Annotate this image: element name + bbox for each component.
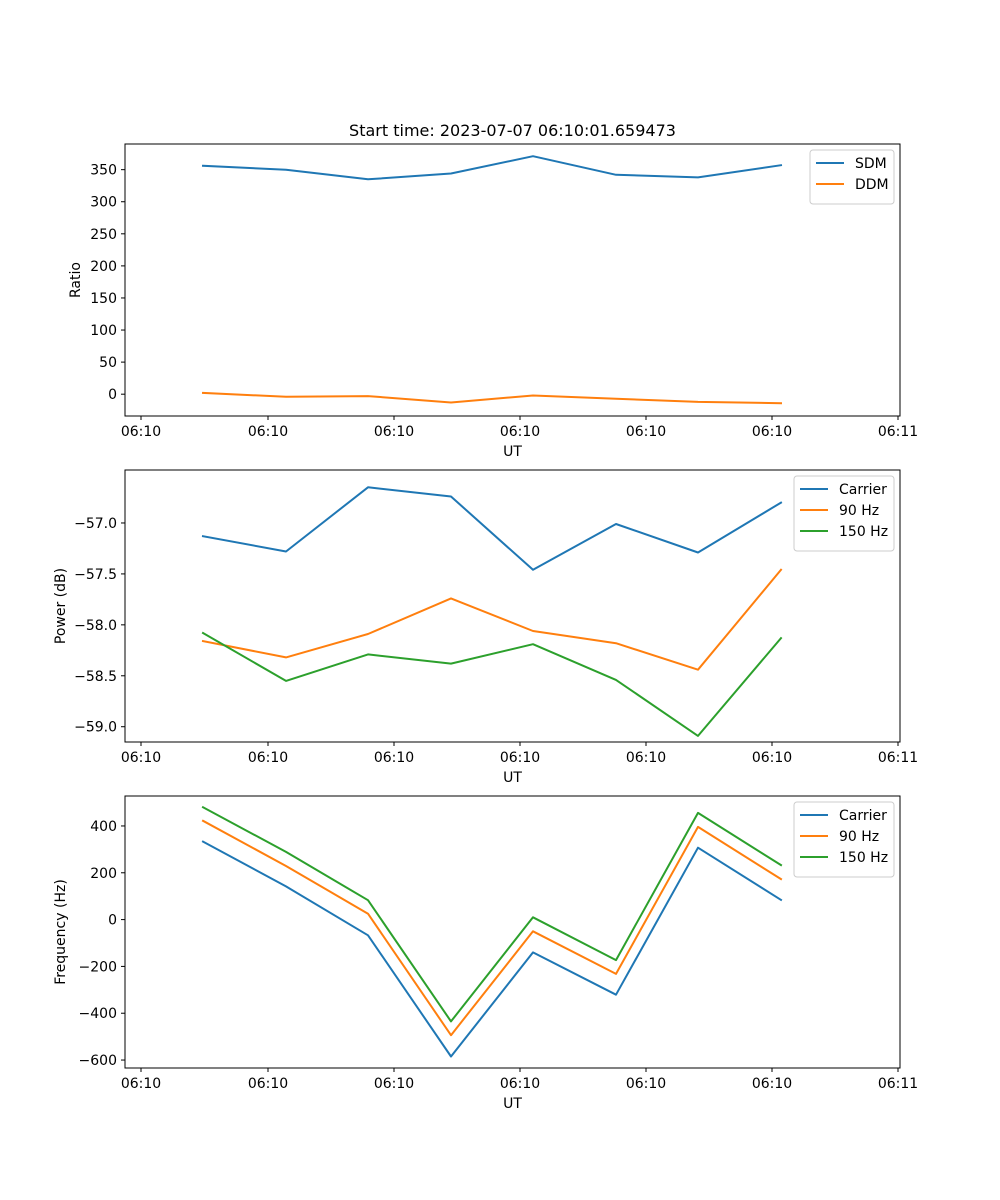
y-tick-label: −200	[79, 959, 117, 975]
y-tick-label: −400	[79, 1006, 117, 1022]
series-line-150-hz	[201, 805, 783, 1023]
series-line-150-hz	[201, 631, 783, 737]
x-tick-label: 06:10	[752, 750, 792, 766]
panels: 0 50 100 150 200 250 300 350 06:10 06:10 06:10 06:1…	[53, 143, 918, 1112]
legend-entry: 90 Hz	[839, 503, 879, 519]
legend-entry: 150 Hz	[839, 524, 888, 540]
legend-box	[793, 801, 895, 878]
x-tick-label: 06:10	[626, 424, 666, 440]
x-tick-label: 06:10	[121, 750, 161, 766]
x-tick-label: 06:11	[878, 424, 918, 440]
x-tick-label: 06:10	[500, 750, 540, 766]
y-tick-label: 0	[108, 387, 117, 403]
y-tick-label: 50	[99, 355, 117, 371]
x-tick-label: 06:10	[500, 424, 540, 440]
x-tick-label: 06:10	[374, 1076, 414, 1092]
x-tick-label: 06:11	[878, 1076, 918, 1092]
y-tick-label: −58.0	[74, 618, 117, 634]
x-tick-label: 06:10	[500, 1076, 540, 1092]
series-line-90-hz	[201, 819, 783, 1037]
axes-frame	[124, 469, 901, 743]
x-tick-label: 06:11	[878, 750, 918, 766]
y-tick-label: −58.5	[74, 669, 117, 685]
axes-frame	[124, 143, 901, 417]
x-tick-label: 06:10	[752, 424, 792, 440]
series-line-90-hz	[201, 568, 783, 671]
y-tick-label: 0	[108, 913, 117, 929]
legend-box	[793, 475, 895, 552]
legend: Carrier 90 Hz 150 Hz	[793, 475, 895, 552]
x-tick-label: 06:10	[121, 424, 161, 440]
y-axis-label: Frequency (Hz)	[53, 879, 69, 985]
x-tick-label: 06:10	[121, 1076, 161, 1092]
legend-entry: SDM	[855, 156, 887, 172]
series-line-carrier	[201, 486, 783, 571]
y-tick-label: −600	[79, 1053, 117, 1069]
panel-2: −57.0−57.5−58.0−58.5−59.006:10 06:10 06:10…	[53, 469, 918, 786]
legend-entry: 90 Hz	[839, 829, 879, 845]
panel-3: −600 −400 −200 0 200 400 06:10 06:10 06:10 06:10 0…	[53, 795, 918, 1112]
x-tick-label: 06:10	[374, 424, 414, 440]
x-tick-label: 06:10	[374, 750, 414, 766]
series-line-ddm	[201, 391, 783, 405]
x-axis-label: UT	[503, 444, 522, 460]
series-line-carrier	[201, 840, 783, 1058]
axes-frame	[124, 795, 901, 1069]
y-tick-label: −59.0	[74, 720, 117, 736]
legend-entry: DDM	[855, 177, 889, 193]
y-tick-label: 400	[90, 819, 117, 835]
x-axis-label: UT	[503, 770, 522, 786]
y-tick-label: 200	[90, 866, 117, 882]
legend-entry: Carrier	[839, 808, 887, 824]
legend-entry: 150 Hz	[839, 850, 888, 866]
panel-1: 0 50 100 150 200 250 300 350 06:10 06:10 06:10 06:1…	[68, 143, 918, 460]
y-tick-label: −57.5	[74, 567, 117, 583]
chart-title: Start time: 2023-07-07 06:10:01.659473	[349, 121, 676, 140]
legend: Carrier 90 Hz 150 Hz	[793, 801, 895, 878]
x-tick-label: 06:10	[626, 750, 666, 766]
y-tick-label: 150	[90, 291, 117, 307]
legend: SDM DDM	[809, 149, 895, 205]
x-tick-label: 06:10	[248, 424, 288, 440]
x-axis-label: UT	[503, 1096, 522, 1112]
y-tick-label: 100	[90, 323, 117, 339]
x-tick-label: 06:10	[752, 1076, 792, 1092]
x-tick-label: 06:10	[248, 750, 288, 766]
y-axis-label: Power (dB)	[53, 568, 69, 644]
y-tick-label: 300	[90, 195, 117, 211]
series-line-sdm	[201, 155, 783, 181]
y-tick-label: −57.0	[74, 516, 117, 532]
x-tick-label: 06:10	[248, 1076, 288, 1092]
legend-entry: Carrier	[839, 482, 887, 498]
y-tick-label: 350	[90, 163, 117, 179]
x-tick-label: 06:10	[626, 1076, 666, 1092]
y-tick-label: 200	[90, 259, 117, 275]
y-tick-label: 250	[90, 227, 117, 243]
y-axis-label: Ratio	[68, 262, 84, 298]
